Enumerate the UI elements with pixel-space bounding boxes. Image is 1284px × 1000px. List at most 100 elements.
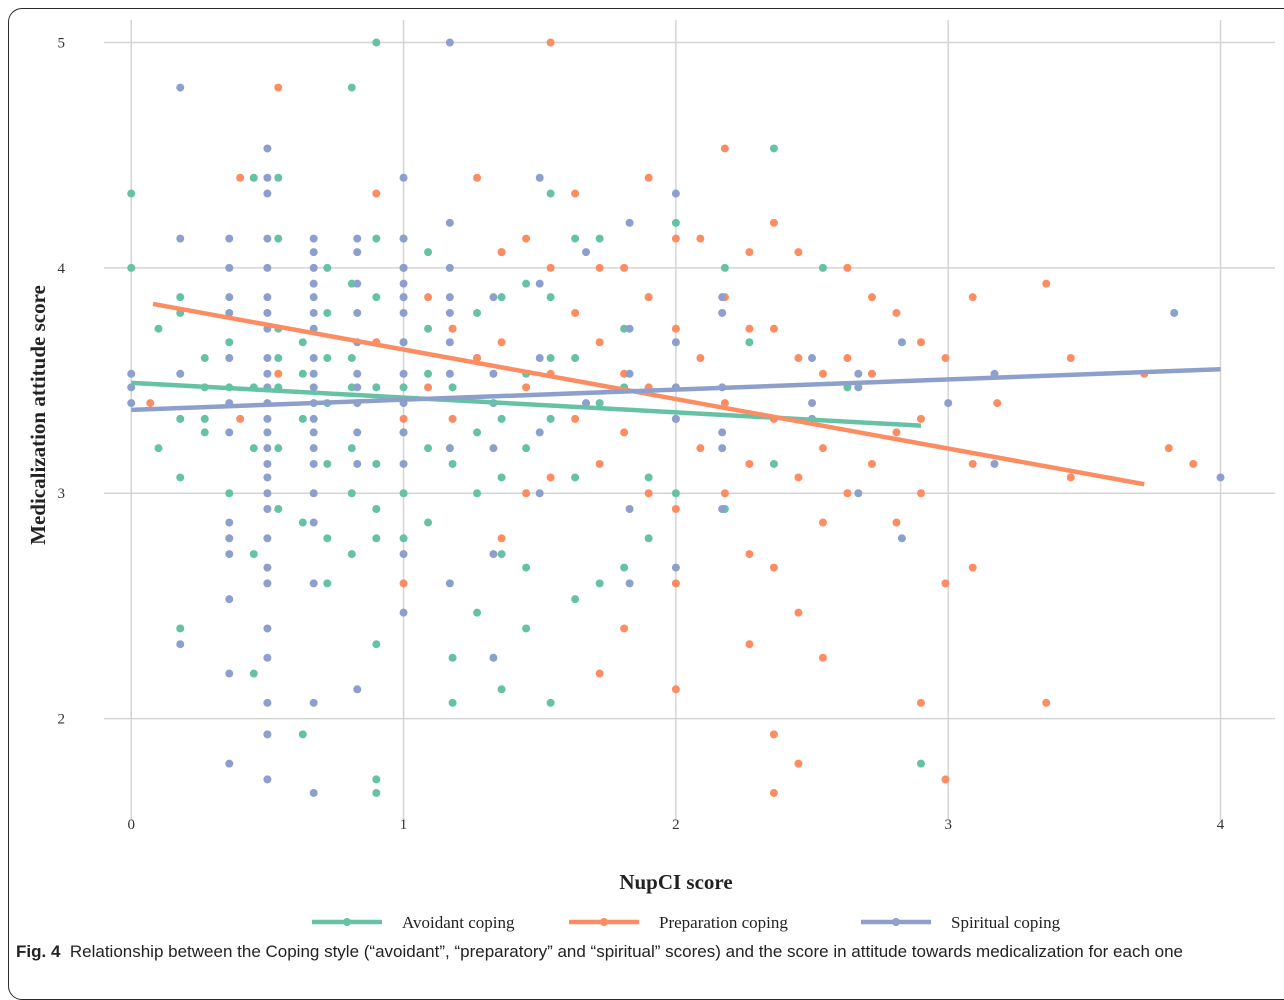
legend-marker bbox=[600, 918, 608, 926]
data-point bbox=[399, 263, 408, 272]
x-tick-label: 2 bbox=[672, 817, 680, 833]
data-point bbox=[546, 38, 555, 47]
data-point bbox=[372, 775, 381, 784]
data-point bbox=[263, 444, 272, 453]
data-point bbox=[671, 338, 680, 347]
data-point bbox=[522, 234, 531, 243]
data-point bbox=[769, 324, 778, 333]
data-point bbox=[489, 444, 498, 453]
data-point bbox=[671, 579, 680, 588]
legend-marker bbox=[892, 918, 900, 926]
data-point bbox=[225, 338, 234, 347]
data-point bbox=[309, 444, 318, 453]
data-point bbox=[399, 308, 408, 317]
data-point bbox=[176, 640, 185, 649]
data-point bbox=[1066, 473, 1075, 482]
data-point bbox=[263, 369, 272, 378]
data-point bbox=[546, 698, 555, 707]
data-point bbox=[309, 263, 318, 272]
data-point bbox=[718, 428, 727, 437]
data-point bbox=[671, 685, 680, 694]
data-point bbox=[353, 459, 362, 468]
legend-label: Preparation coping bbox=[659, 913, 788, 932]
data-point bbox=[571, 189, 580, 198]
data-point bbox=[644, 293, 653, 302]
data-point bbox=[399, 459, 408, 468]
data-point bbox=[309, 248, 318, 257]
data-point bbox=[546, 354, 555, 363]
data-point bbox=[176, 473, 185, 482]
data-point bbox=[794, 473, 803, 482]
data-point bbox=[745, 324, 754, 333]
data-point bbox=[671, 563, 680, 572]
data-point bbox=[620, 263, 629, 272]
data-point bbox=[399, 279, 408, 288]
data-point bbox=[146, 399, 155, 408]
data-point bbox=[323, 579, 332, 588]
data-point bbox=[1170, 308, 1179, 317]
data-point bbox=[718, 444, 727, 453]
data-point bbox=[263, 414, 272, 423]
data-point bbox=[497, 293, 506, 302]
data-point bbox=[263, 698, 272, 707]
data-point bbox=[595, 234, 604, 243]
data-point bbox=[309, 234, 318, 243]
data-point bbox=[445, 263, 454, 272]
data-point bbox=[263, 173, 272, 182]
data-point bbox=[263, 473, 272, 482]
data-point bbox=[720, 263, 729, 272]
data-point bbox=[372, 788, 381, 797]
data-point bbox=[448, 383, 457, 392]
data-point bbox=[535, 354, 544, 363]
y-tick-label: 4 bbox=[58, 261, 66, 277]
legend-label: Spiritual coping bbox=[951, 913, 1061, 932]
data-point bbox=[263, 489, 272, 498]
data-point bbox=[176, 369, 185, 378]
data-point bbox=[424, 293, 433, 302]
data-point bbox=[473, 489, 482, 498]
data-point bbox=[274, 354, 283, 363]
caption-text: Relationship between the Coping style (“… bbox=[69, 942, 1183, 961]
data-point bbox=[127, 383, 136, 392]
data-point bbox=[127, 369, 136, 378]
data-point bbox=[298, 730, 307, 739]
data-point bbox=[867, 369, 876, 378]
data-point bbox=[263, 505, 272, 514]
data-point bbox=[720, 489, 729, 498]
data-point bbox=[225, 293, 234, 302]
x-tick-label: 3 bbox=[944, 817, 952, 833]
data-point bbox=[263, 579, 272, 588]
data-point bbox=[808, 354, 817, 363]
data-point bbox=[582, 248, 591, 257]
data-point bbox=[249, 550, 258, 559]
data-point bbox=[892, 428, 901, 437]
data-point bbox=[497, 534, 506, 543]
data-point bbox=[671, 414, 680, 423]
data-point bbox=[473, 428, 482, 437]
data-point bbox=[745, 640, 754, 649]
data-point bbox=[309, 459, 318, 468]
data-point bbox=[127, 189, 136, 198]
scatter-chart: 0 1 2 3 4 2 3 4 5 NupCI score Medicalization at… bbox=[26, 20, 1275, 932]
data-point bbox=[944, 399, 953, 408]
data-point bbox=[571, 414, 580, 423]
data-point bbox=[941, 579, 950, 588]
data-point bbox=[818, 369, 827, 378]
data-point bbox=[473, 608, 482, 617]
data-point bbox=[309, 518, 318, 527]
data-point bbox=[399, 293, 408, 302]
data-point bbox=[399, 369, 408, 378]
data-point bbox=[448, 324, 457, 333]
data-point bbox=[595, 399, 604, 408]
data-point bbox=[309, 489, 318, 498]
data-point bbox=[448, 459, 457, 468]
legend-item: Spiritual coping bbox=[861, 913, 1061, 932]
data-point bbox=[263, 563, 272, 572]
data-point bbox=[372, 534, 381, 543]
data-point bbox=[236, 414, 245, 423]
data-point bbox=[1042, 698, 1051, 707]
data-point bbox=[347, 83, 356, 92]
data-point bbox=[263, 308, 272, 317]
data-point bbox=[644, 534, 653, 543]
data-point bbox=[225, 489, 234, 498]
